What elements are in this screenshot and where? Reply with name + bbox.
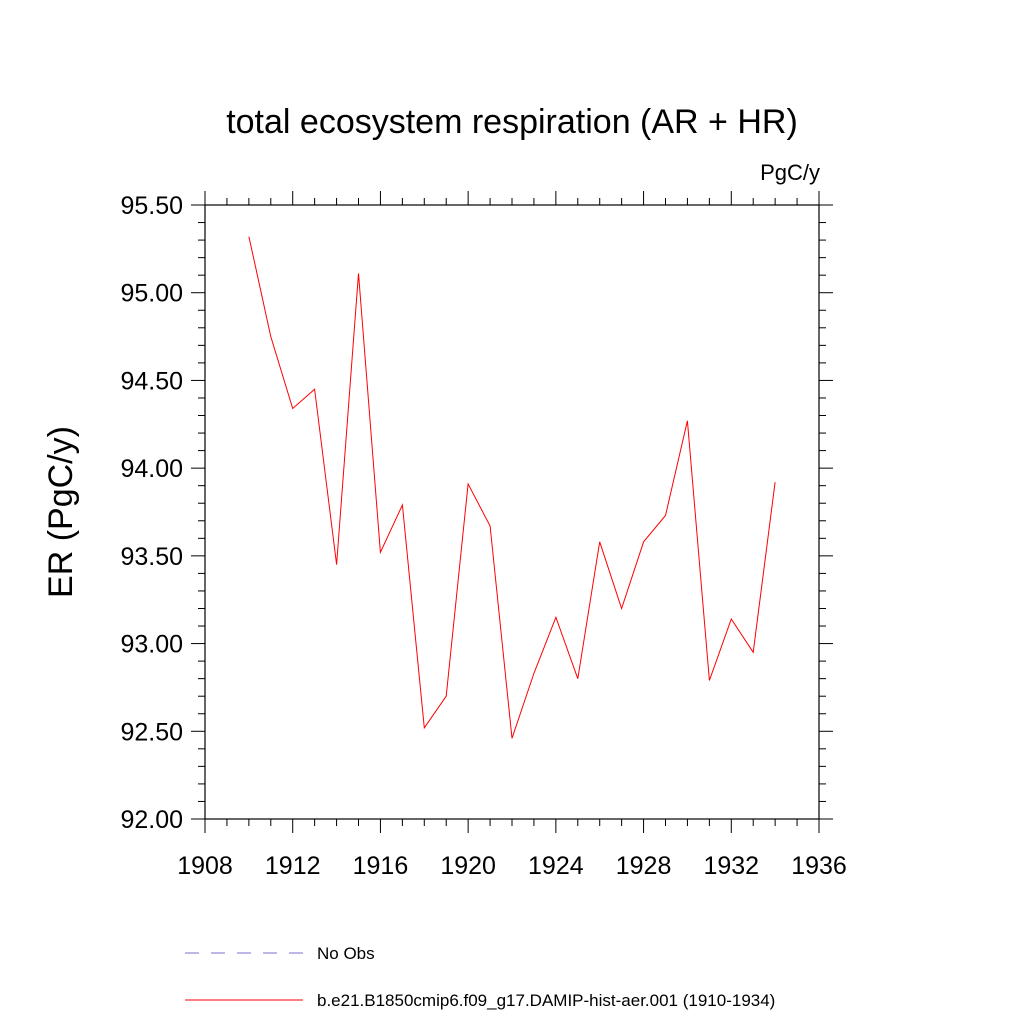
x-tick-label: 1920 — [440, 852, 496, 880]
x-tick-label: 1932 — [703, 852, 759, 880]
chart-title: total ecosystem respiration (AR + HR) — [226, 103, 798, 141]
plot-frame — [204, 204, 820, 820]
y-tick-label: 95.50 — [120, 192, 183, 220]
tick-labels: 1908 1912 1916 1920 1924 1928 1932 1936 92.00 92.… — [120, 192, 846, 880]
x-tick-label: 1912 — [265, 852, 321, 880]
y-tick-label: 93.00 — [120, 631, 183, 659]
x-tick-label: 1936 — [791, 852, 847, 880]
y-tick-label: 92.00 — [120, 806, 183, 834]
y-tick-label: 94.00 — [120, 455, 183, 483]
y-tick-label: 94.50 — [120, 367, 183, 395]
units-label: PgC/y — [760, 160, 820, 185]
legend-label: b.e21.B1850cmip6.f09_g17.DAMIP-hist-aer.… — [317, 991, 775, 1010]
x-tick-label: 1924 — [528, 852, 584, 880]
x-tick-label: 1908 — [177, 852, 233, 880]
y-tick-label: 93.50 — [120, 543, 183, 571]
x-tick-label: 1916 — [353, 852, 409, 880]
legend-label: No Obs — [317, 944, 375, 963]
y-axis-label: ER (PgC/y) — [42, 426, 80, 598]
legend: No Obs b.e21.B1850cmip6.f09_g17.DAMIP-his… — [185, 944, 775, 1010]
y-tick-label: 95.00 — [120, 280, 183, 308]
series-line — [248, 236, 776, 739]
x-tick-label: 1928 — [616, 852, 672, 880]
y-tick-label: 92.50 — [120, 718, 183, 746]
axis-ticks — [191, 191, 833, 833]
series-layer — [248, 236, 776, 739]
